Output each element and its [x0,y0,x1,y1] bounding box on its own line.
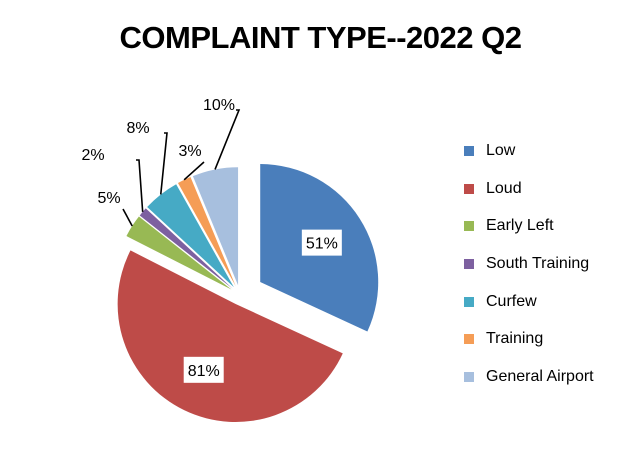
legend-swatch [464,221,474,232]
legend-item: Training [464,320,594,358]
legend-item: General Airport [464,358,594,396]
data-label-box [183,356,224,383]
legend-item: South Training [464,245,594,283]
data-label: 10% [203,97,235,114]
pie-slice-training [177,176,236,287]
legend: Low Loud Early Left South Training Curfew Tra… [464,132,594,396]
leader-lines [122,109,241,227]
legend-item: Loud [464,170,594,208]
legend-item: Low [464,132,594,170]
leader-line [136,159,144,212]
data-label: 51% [306,236,338,253]
pie-slice-general-airport [192,167,239,286]
data-label: 3% [178,143,201,160]
leader-line [122,208,133,227]
leader-line [183,161,205,181]
legend-label: Loud [486,179,522,197]
pie-slice-early-left [126,216,232,290]
chart-title: COMPLAINT TYPE--2022 Q2 [119,20,522,55]
pie-slice-loud [117,250,343,422]
legend-item: Curfew [464,283,594,321]
data-label: 5% [97,190,120,207]
legend-swatch [464,258,474,269]
legend-swatch [464,145,474,156]
legend-label: Early Left [486,217,554,235]
pie-slice-curfew [147,184,234,288]
legend-item: Early Left [464,207,594,245]
data-label: 2% [81,147,104,164]
slice-labels: 51% 81% 5% 2% 8% 3% 10% [81,97,342,383]
legend-swatch [464,183,474,194]
legend-swatch [464,296,474,307]
pie-slices [117,164,379,422]
data-label-box [301,229,342,256]
leader-line [214,109,241,170]
legend-swatch [464,334,474,345]
data-label: 8% [126,120,149,137]
leader-line [159,132,168,195]
legend-label: Low [486,141,516,159]
legend-label: Curfew [486,292,537,310]
pie-slice-south-training [139,208,233,289]
legend-label: General Airport [486,367,594,385]
legend-label: South Training [486,254,590,272]
legend-label: Training [486,330,544,348]
data-label: 81% [188,363,220,380]
legend-swatch [464,371,474,382]
